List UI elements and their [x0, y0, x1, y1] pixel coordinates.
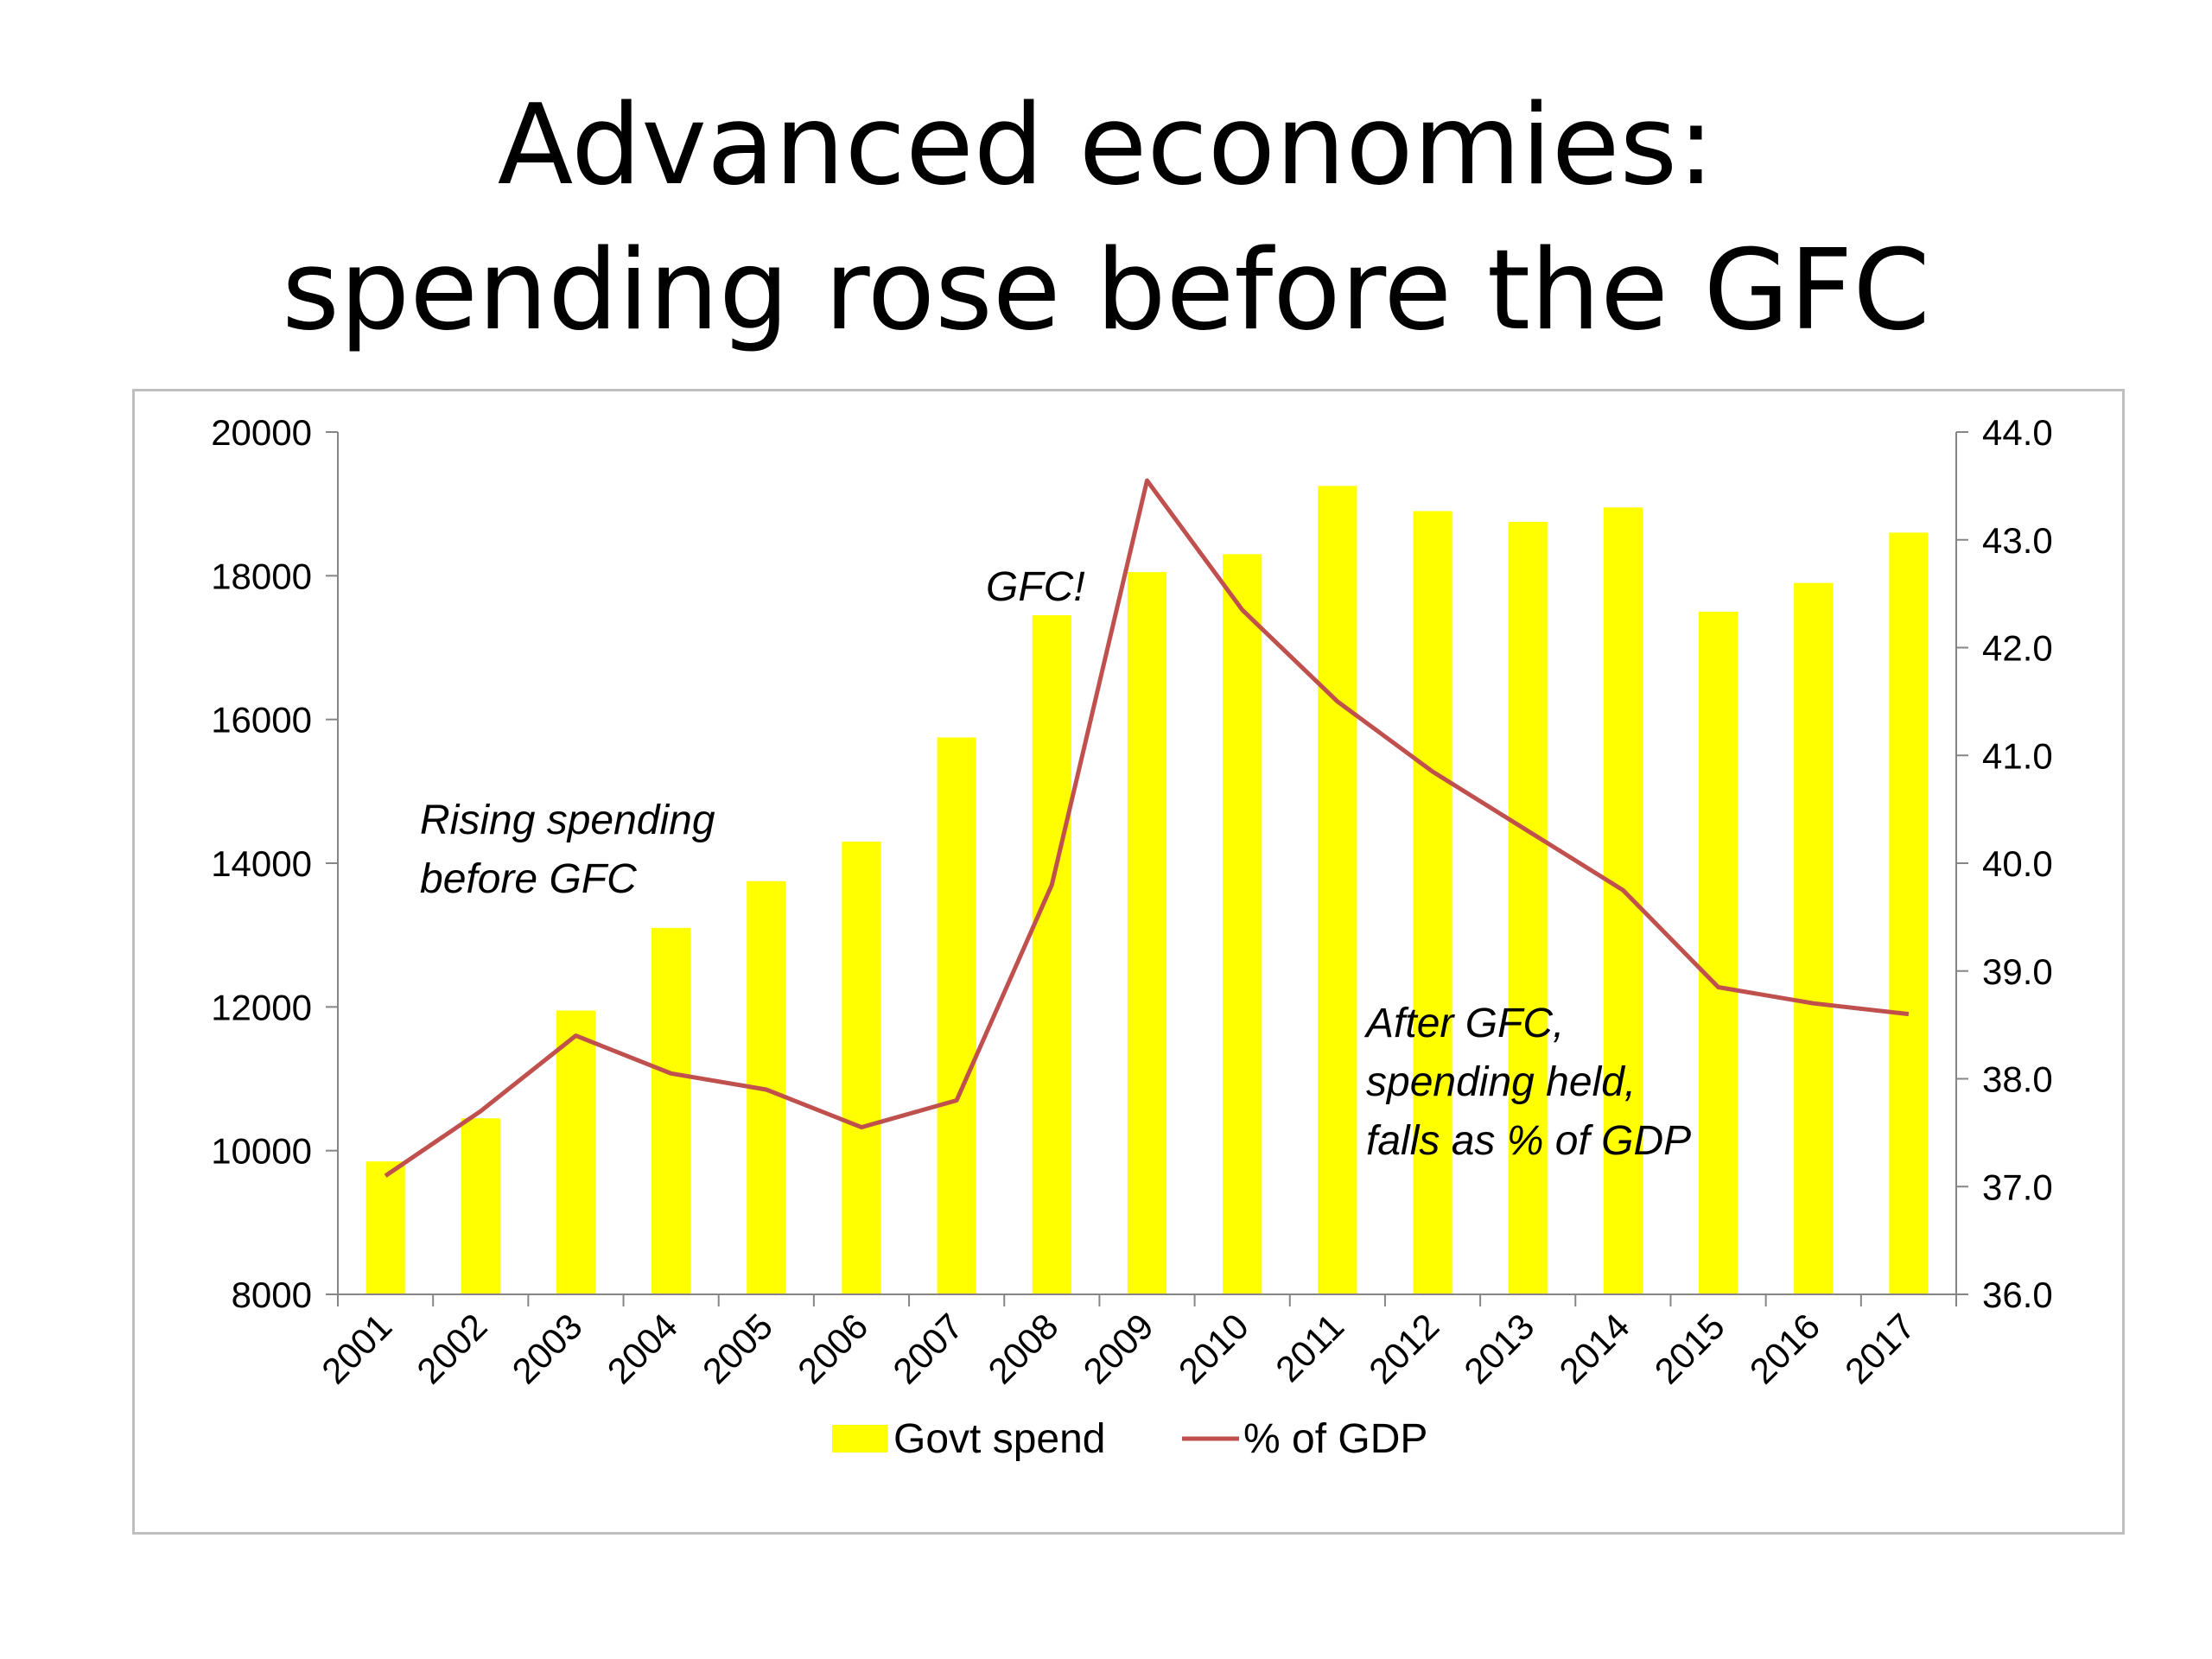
- bar-2003: [556, 1010, 596, 1294]
- y-right-tick-label: 39.0: [1982, 951, 2053, 992]
- combo-chart: 2001 2002 2003 2004 2005 2006 2007 2008 2009 2010…: [211, 412, 2053, 1462]
- y-right-tick-label: 42.0: [1982, 628, 2053, 669]
- x-tick-label-2002: 2002: [409, 1306, 494, 1391]
- y-right-tick-label: 36.0: [1982, 1274, 2053, 1315]
- bar-2015: [1698, 611, 1738, 1294]
- legend-label-pct-gdp: % of GDP: [1243, 1416, 1427, 1462]
- bar-2016: [1794, 582, 1834, 1294]
- slide-title-line-1: Advanced economies:: [497, 81, 1715, 210]
- annotation-1-line-0: GFC!: [986, 564, 1085, 610]
- y-left-tick-label: 16000: [211, 700, 312, 741]
- x-tick-label-2015: 2015: [1647, 1306, 1732, 1391]
- x-tick-label-2007: 2007: [885, 1306, 970, 1391]
- y-left-tick-label: 14000: [211, 843, 312, 884]
- annotation-0-line-1: before GFC: [420, 856, 637, 902]
- x-tick-label-2013: 2013: [1456, 1306, 1541, 1391]
- y-left-tick-label: 12000: [211, 987, 312, 1027]
- bar-2004: [652, 927, 691, 1294]
- chart-frame: 2001 2002 2003 2004 2005 2006 2007 2008 2009 2010…: [132, 389, 2125, 1535]
- x-tick-label-2008: 2008: [980, 1306, 1065, 1391]
- y-right-tick-label: 44.0: [1982, 412, 2053, 453]
- x-tick-label-2009: 2009: [1076, 1306, 1161, 1391]
- x-tick-label-2011: 2011: [1268, 1306, 1351, 1389]
- bar-2009: [1127, 572, 1167, 1294]
- x-tick-labels: 2001 2002 2003 2004 2005 2006 2007 2008 2009 2010…: [314, 1306, 1923, 1391]
- bar-2012: [1413, 511, 1452, 1294]
- x-tick-label-2012: 2012: [1361, 1306, 1446, 1391]
- annotation-2-line-0: After GFC,: [1363, 1001, 1564, 1046]
- legend-swatch-govt-spend: [832, 1425, 887, 1452]
- bar-2013: [1508, 521, 1548, 1294]
- y-right-tick-label: 37.0: [1982, 1166, 2053, 1207]
- y-right-tick-label: 41.0: [1982, 735, 2053, 776]
- y-right-tick-label: 43.0: [1982, 520, 2053, 561]
- bar-2002: [461, 1118, 500, 1294]
- bar-2017: [1889, 532, 1929, 1294]
- slide-title-line-2: spending rose before the GFC: [282, 226, 1930, 355]
- bar-2014: [1603, 507, 1643, 1294]
- x-tick-label-2016: 2016: [1742, 1306, 1827, 1391]
- x-tick-label-2001: 2001: [314, 1306, 399, 1391]
- x-tick-label-2005: 2005: [695, 1306, 780, 1391]
- x-tick-label-2006: 2006: [790, 1306, 875, 1391]
- bar-2010: [1223, 554, 1262, 1294]
- annotation-2-line-2: falls as % of GDP: [1366, 1118, 1691, 1164]
- x-tick-label-2014: 2014: [1551, 1306, 1637, 1391]
- bar-2011: [1318, 486, 1357, 1294]
- y-left-tick-label: 8000: [232, 1274, 312, 1315]
- annotations: Rising spending before GFC GFC! After GFC, s…: [420, 564, 1691, 1164]
- y-left-tick-label: 20000: [211, 412, 312, 453]
- slide-title: Advanced economies: spending rose before…: [0, 73, 2212, 364]
- x-tick-label-2017: 2017: [1837, 1306, 1923, 1391]
- bar-2008: [1032, 615, 1071, 1294]
- y-left-tick-label: 10000: [211, 1131, 312, 1172]
- x-tick-label-2010: 2010: [1171, 1306, 1256, 1391]
- x-tick-label-2003: 2003: [505, 1306, 590, 1391]
- y-right-tick-label: 40.0: [1982, 843, 2053, 884]
- y-right-tick-label: 38.0: [1982, 1059, 2053, 1100]
- y-left-tick-label: 18000: [211, 556, 312, 596]
- annotation-0-line-0: Rising spending: [420, 798, 715, 843]
- bar-2006: [842, 842, 881, 1294]
- bar-2001: [365, 1161, 405, 1294]
- bar-2007: [937, 737, 976, 1294]
- annotation-2-line-1: spending held,: [1366, 1059, 1636, 1105]
- line-series-pct-gdp: [384, 478, 1910, 1178]
- axes: [326, 431, 1968, 1306]
- y-tick-labels: 20000 18000 16000 14000 12000 10000 8000 44.0 43…: [211, 412, 2053, 1315]
- legend-label-govt-spend: Govt spend: [893, 1416, 1105, 1462]
- x-tick-label-2004: 2004: [600, 1306, 685, 1391]
- legend: Govt spend % of GDP: [832, 1416, 1427, 1462]
